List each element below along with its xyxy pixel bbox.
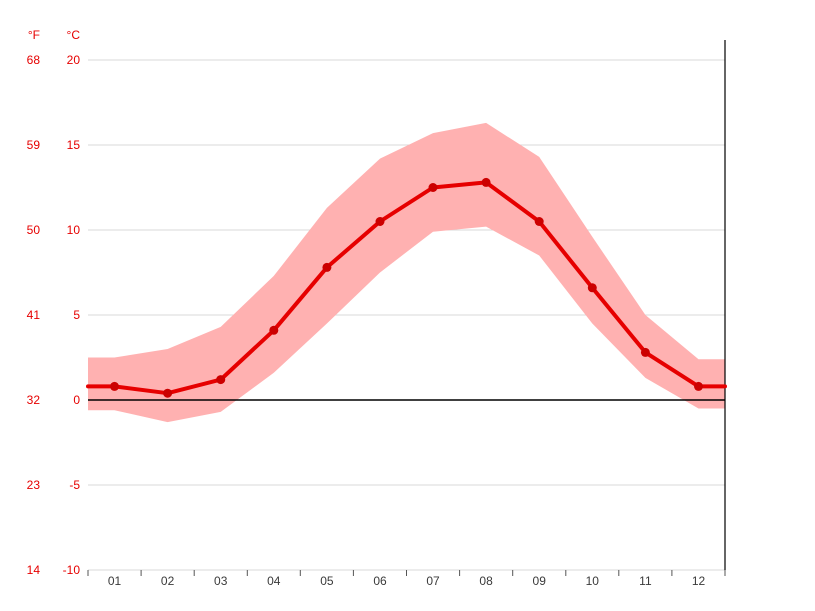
fahrenheit-unit-label: °F [28, 28, 40, 42]
x-axis-month-label: 04 [267, 574, 281, 588]
y-tick-label-celsius: 15 [67, 138, 81, 152]
y-tick-label-celsius: 20 [67, 53, 81, 67]
data-point [322, 262, 332, 272]
y-tick-label-celsius: 10 [67, 223, 81, 237]
mean-temperature-line [86, 180, 727, 396]
data-point [269, 325, 279, 335]
y-tick-label-fahrenheit: 41 [27, 308, 41, 322]
x-axis-month-label: 08 [479, 574, 493, 588]
x-axis-month-label: 10 [586, 574, 600, 588]
x-axis-month-label: 01 [108, 574, 122, 588]
x-axis-month-label: 02 [161, 574, 175, 588]
data-point [375, 217, 385, 226]
x-axis-month-label: 03 [214, 574, 228, 588]
data-point [640, 347, 650, 357]
data-point [587, 283, 597, 293]
data-point [694, 381, 703, 391]
data-point [428, 183, 438, 192]
y-tick-label-fahrenheit: 68 [27, 53, 41, 67]
data-point [481, 177, 491, 187]
data-point [216, 375, 226, 385]
x-axis-month-label: 05 [320, 574, 334, 588]
y-tick-label-celsius: 0 [73, 393, 80, 407]
x-axis-month-label: 12 [692, 574, 706, 588]
y-tick-label-celsius: 5 [73, 308, 80, 322]
x-axis-month-label: 06 [373, 574, 387, 588]
x-axis-month-label: 09 [533, 574, 547, 588]
y-tick-label-fahrenheit: 14 [27, 563, 41, 577]
y-tick-label-fahrenheit: 50 [27, 223, 41, 237]
data-point [163, 388, 173, 398]
data-point [110, 381, 119, 391]
y-tick-label-celsius: -5 [69, 478, 80, 492]
x-axis-month-label: 07 [426, 574, 440, 588]
celsius-unit-label: °C [67, 28, 81, 42]
y-tick-label-fahrenheit: 23 [27, 478, 41, 492]
temperature-band [88, 122, 725, 423]
data-point [534, 217, 544, 226]
y-tick-label-celsius: -10 [63, 563, 81, 577]
y-tick-label-fahrenheit: 59 [27, 138, 41, 152]
y-tick-label-fahrenheit: 32 [27, 393, 41, 407]
x-axis-month-label: 11 [639, 574, 652, 588]
